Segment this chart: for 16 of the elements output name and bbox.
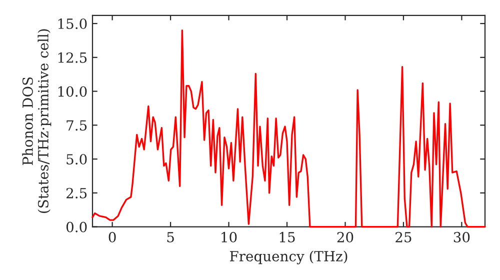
x-tick-label: 15 (280, 232, 295, 242)
x-axis-title: Frequency (THz) (230, 250, 348, 264)
x-tick-label: 20 (337, 232, 354, 242)
x-tick-label: 5 (167, 232, 174, 242)
x-tick-label: 10 (222, 232, 237, 242)
x-tick-label: 30 (454, 232, 470, 242)
y-axis-title: Phonon DOS (States/THz·primitive cell) (22, 29, 52, 213)
x-tick-label: 0 (108, 232, 116, 242)
y-tick-label: 10.0 (58, 86, 87, 97)
y-tick-label: 0.0 (66, 222, 87, 232)
y-tick-label: 15.0 (58, 18, 87, 30)
y-tick-label: 5.0 (66, 154, 87, 165)
x-tick-label: 25 (396, 232, 412, 242)
y-tick-label: 2.5 (66, 188, 87, 198)
y-tick-label: 7.5 (66, 120, 87, 131)
y-tick-label: 12.5 (58, 52, 87, 63)
